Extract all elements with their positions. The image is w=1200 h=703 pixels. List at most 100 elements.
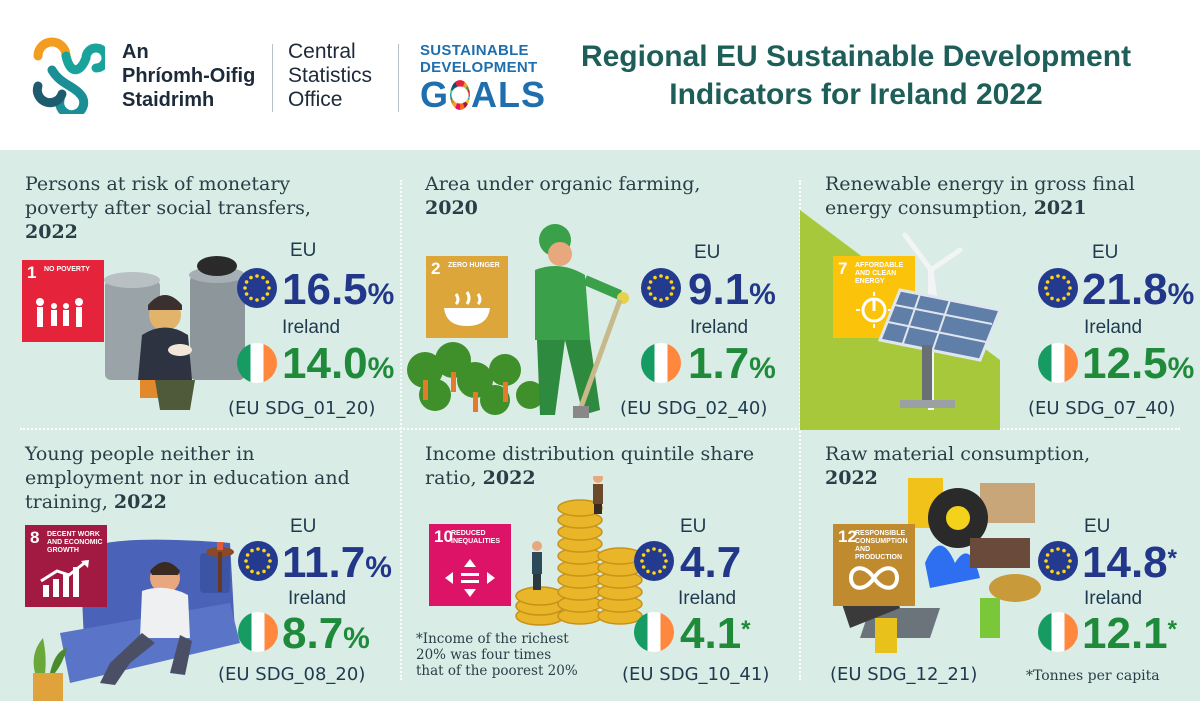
eu-flag-icon [634,541,674,581]
eu-star [268,559,272,563]
header: An Phríomh-Oifig Staidrimh Central Stati… [0,0,1200,150]
eu-star [647,286,651,290]
eu-star [1044,559,1048,563]
divider [398,44,399,112]
eu-star [1068,559,1072,563]
panel-title: Raw material consumption, 2022 [825,443,1091,489]
footnote: *Tonnes per capita [1026,668,1160,684]
eu-value: 9.1% [688,265,776,314]
eu-star [1066,553,1071,557]
ireland-value: 4.1* [680,609,751,658]
panel-neet: Young people neither in employment nor i… [0,428,400,703]
eu-star [648,292,653,296]
eu-star [265,280,270,284]
ireland-flag-icon [237,343,277,383]
panel-title: Area under organic farming, 2020 [425,173,701,219]
eu-star [262,569,266,574]
eu-star [1045,292,1050,296]
ireland-flag-icon [1038,612,1078,652]
eu-star [255,274,259,278]
eu-value: 11.7% [282,538,392,587]
eu-star [669,292,674,296]
eu-star [250,569,254,574]
eu-star [1045,565,1050,569]
eu-star [249,275,253,280]
eu-star [641,565,646,569]
eu-label: EU [1084,516,1111,537]
eu-star [244,280,249,284]
eu-star [1066,280,1071,284]
cso-logo-icon [32,37,105,114]
eu-star [262,548,266,553]
eu-star [256,547,260,551]
coin-stacks-illustration [515,476,643,626]
plant-pot-illustration [33,638,67,701]
eu-star [1050,275,1054,280]
sdg-logo: SUSTAINABLE DEVELOPMENT G ALS [420,42,546,115]
ireland-value: 1.7% [688,339,776,388]
indicator-code: (EU SDG_12_21) [830,664,978,685]
ireland-label: Ireland [690,317,749,338]
eu-star [243,286,247,290]
panel-divider [400,180,402,680]
eu-label: EU [290,516,317,537]
eu-value: 14.8* [1082,538,1177,587]
eu-star [256,571,260,575]
arch-decoration [0,150,1200,180]
sdg-2-tile: 2 ZERO HUNGER [426,256,508,338]
eu-star [249,296,253,301]
eu-star [652,547,656,551]
eu-star [1062,569,1066,574]
panel-title: Young people neither in employment nor i… [25,443,350,513]
eu-star [665,296,669,301]
eu-star [1066,292,1071,296]
eu-label: EU [290,240,317,261]
eu-star [671,286,675,290]
panel-divider [799,180,801,680]
eu-star [648,280,653,284]
sdg-8-tile: 8 DECENT WORK AND ECONOMIC GROWTH [25,525,107,607]
eu-star [659,298,663,302]
ireland-label: Ireland [1084,588,1143,609]
panel-raw-material: Raw material consumption, 2022 12 RESPONSI… [800,428,1200,703]
ireland-value: 8.7% [282,609,370,658]
eu-star [640,559,644,563]
indicator-code: (EU SDG_07_40) [1028,398,1176,419]
org-name-irish: An Phríomh-Oifig Staidrimh [122,41,256,111]
ireland-label: Ireland [678,588,737,609]
eu-star [1056,298,1060,302]
footnote: *Income of the richest 20% was four time… [416,631,578,679]
eu-star [641,553,646,557]
indicator-code: (EU SDG_01_20) [228,398,376,419]
eu-star [1056,547,1060,551]
eu-star [1062,275,1066,280]
eu-flag-icon [238,541,278,581]
eu-star [1050,548,1054,553]
eu-star [245,553,250,557]
panel-poverty: Persons at risk of monetary poverty afte… [0,150,400,425]
panel-title: Renewable energy in gross final energy c… [825,173,1135,219]
eu-star [662,565,667,569]
eu-flag-icon [237,268,277,308]
eu-star [1068,286,1072,290]
indicator-code: (EU SDG_02_40) [620,398,768,419]
eu-label: EU [1092,242,1119,263]
eu-star [255,298,259,302]
eu-star [658,569,662,574]
eu-star [244,559,248,563]
ireland-value: 14.0% [282,339,395,388]
ireland-value: 12.5% [1082,339,1195,388]
eu-star [1045,553,1050,557]
eu-value: 21.8% [1082,265,1195,314]
family-icon [36,298,83,327]
ireland-flag-icon [634,612,674,652]
eu-star [1056,571,1060,575]
indicator-code: (EU SDG_08_20) [218,664,366,685]
eu-star [1050,569,1054,574]
eu-value: 4.7 [680,538,742,587]
eu-flag-icon [1038,268,1078,308]
growth-chart-icon [40,559,89,597]
eu-star [646,569,650,574]
eu-star [267,286,271,290]
panel-title: Income distribution quintile share ratio… [425,443,755,489]
